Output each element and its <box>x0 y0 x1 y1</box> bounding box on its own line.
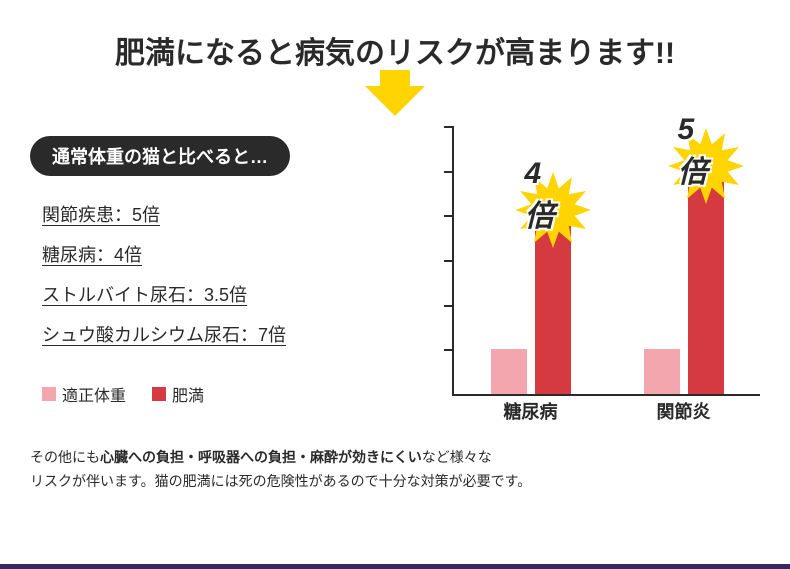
footer-bar <box>0 564 790 569</box>
page-title: 肥満になると病気のリスクが高まります!! <box>0 0 790 72</box>
risk-item: 関節疾患：5倍 <box>42 194 430 234</box>
comparison-pill: 通常体重の猫と比べると… <box>30 136 290 176</box>
legend: 適正体重 肥満 <box>30 382 430 406</box>
callout-label: 4倍 <box>525 157 571 235</box>
legend-item-normal: 適正体重 <box>42 382 126 406</box>
risk-bar-chart: 4倍5倍糖尿病関節炎 <box>430 126 760 426</box>
risk-list: 関節疾患：5倍 糖尿病：4倍 ストルバイト尿石：3.5倍 シュウ酸カルシウム尿石… <box>30 194 430 354</box>
legend-label: 適正体重 <box>62 382 126 406</box>
legend-swatch <box>152 387 166 401</box>
footnote-bold: 心臓への負担・呼吸器への負担・麻酔が効きにくい <box>100 449 422 465</box>
legend-label: 肥満 <box>172 382 204 406</box>
x-axis-label: 糖尿病 <box>504 398 558 424</box>
legend-item-obese: 肥満 <box>152 382 204 406</box>
bar <box>644 349 680 394</box>
risk-item: 糖尿病：4倍 <box>42 234 430 274</box>
arrow-down-icon <box>365 86 425 116</box>
callout-label: 5倍 <box>678 113 724 191</box>
x-axis-label: 関節炎 <box>657 398 711 424</box>
left-panel: 通常体重の猫と比べると… 関節疾患：5倍 糖尿病：4倍 ストルバイト尿石：3.5… <box>30 126 430 426</box>
risk-item: ストルバイト尿石：3.5倍 <box>42 274 430 314</box>
footnote-pre: その他にも <box>30 449 100 465</box>
footnote: その他にも心臓への負担・呼吸器への負担・麻酔が効きにくいなど様々なリスクが伴いま… <box>0 426 790 494</box>
legend-swatch <box>42 387 56 401</box>
risk-item: シュウ酸カルシウム尿石：7倍 <box>42 314 430 354</box>
bar <box>491 349 527 394</box>
content-row: 通常体重の猫と比べると… 関節疾患：5倍 糖尿病：4倍 ストルバイト尿石：3.5… <box>0 126 790 426</box>
